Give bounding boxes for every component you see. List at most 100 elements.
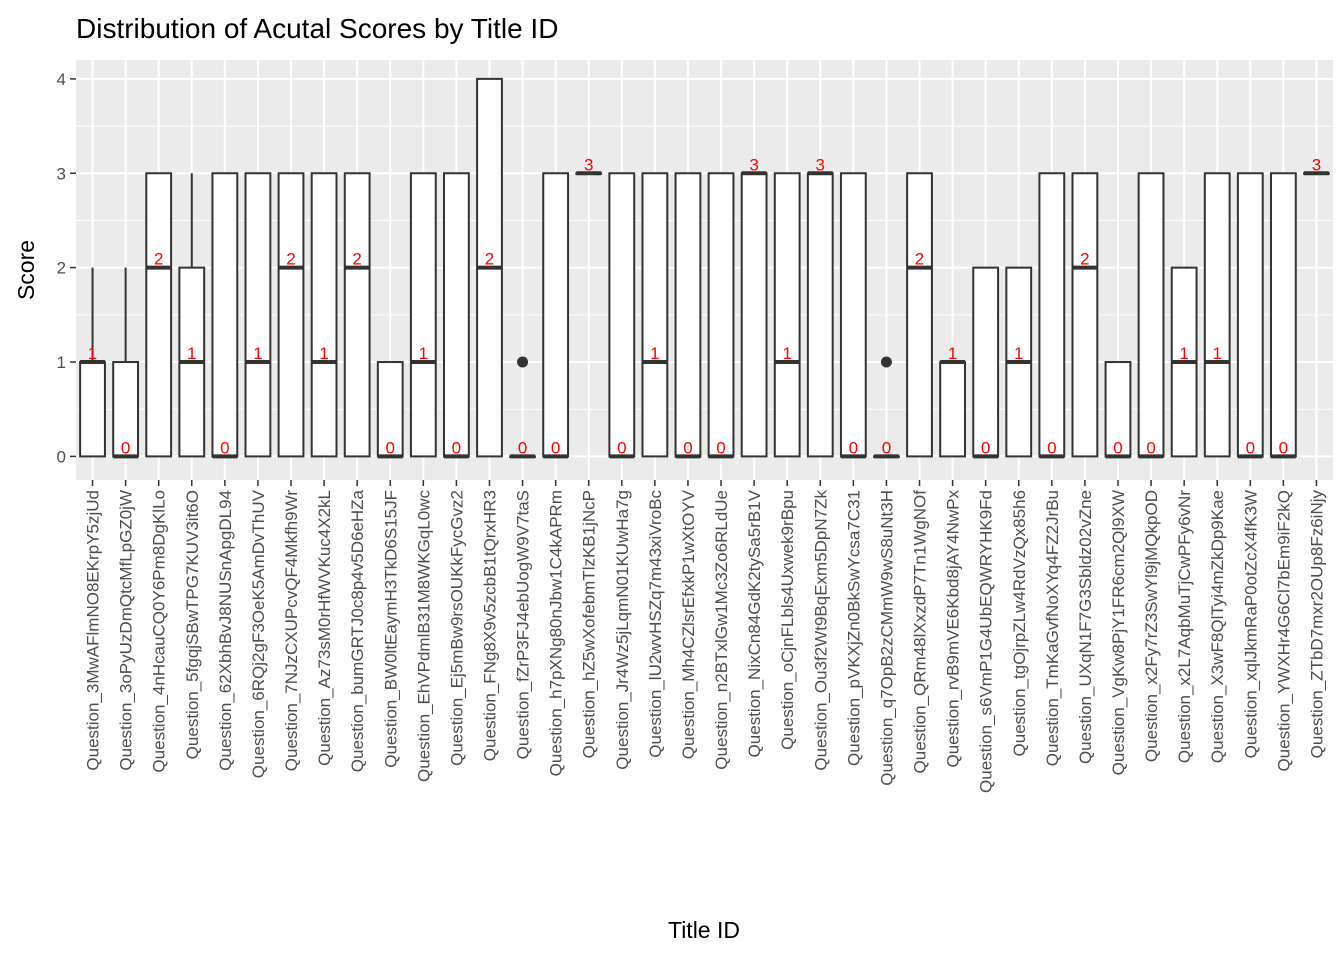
median-label: 0 — [518, 438, 527, 457]
x-tick-label: Question_oCjnFLbls4Uxwek9rBpu — [778, 490, 797, 750]
box-8: 1 — [310, 172, 338, 458]
x-tick-label: Question_EhVPdmlB31M8WKGqL0wc — [414, 490, 433, 782]
median-label: 1 — [1212, 344, 1221, 363]
box-rect — [1038, 172, 1066, 458]
median-label: 1 — [187, 344, 196, 363]
box-35: 1 — [1203, 172, 1231, 458]
box-rect — [1137, 172, 1165, 458]
box-4: 1 — [178, 173, 206, 458]
y-tick-label: 1 — [57, 353, 66, 372]
box-30: 0 — [1038, 172, 1066, 459]
median-label: 2 — [1080, 250, 1089, 269]
x-tick-label: Question_q7OpB2zCMmW9wS8uNt3H — [877, 490, 896, 786]
median-label: 2 — [352, 250, 361, 269]
x-tick-label: Question_fZrP3FJ4ebUogW9V7taS — [514, 490, 533, 759]
box-11: 1 — [409, 172, 437, 458]
x-tick-label: Question_xqlJkmRaP0otZcX4fK3W — [1241, 490, 1260, 758]
x-tick-label: Question_bumGRTJ0c8p4v5D6eHZa — [348, 489, 367, 772]
box-rect — [145, 172, 173, 458]
x-tick-label: Question_7NJzCXUPcvQF4Mkfh9Wr — [282, 490, 301, 772]
chart-title: Distribution of Acutal Scores by Title I… — [76, 13, 558, 44]
x-tick-label: Question_BW0ltEaymH3TkD6S15JF — [381, 490, 400, 768]
box-17: 0 — [608, 172, 636, 459]
median-label: 1 — [1179, 344, 1188, 363]
box-29: 1 — [1005, 266, 1033, 458]
box-22: 1 — [773, 172, 801, 458]
box-36: 0 — [1236, 172, 1264, 459]
x-tick-label: Question_Ou3f2Wt9BqExm5DpN7Zk — [811, 490, 830, 771]
x-tick-label: Question_rvB9mVE6Kbd8jAY4NwPx — [944, 490, 963, 768]
x-tick-label: Question_pVKXjZn0BkSwYcsa7C31 — [844, 490, 863, 766]
outlier-point — [517, 356, 529, 368]
median-label: 0 — [386, 438, 395, 457]
x-tick-label: Question_YWXHr4G6Cl7bEm9iF2kQ — [1274, 490, 1293, 772]
median-label: 0 — [716, 438, 725, 457]
box-rect — [1269, 172, 1297, 458]
box-5: 0 — [211, 172, 239, 459]
x-tick-label: Question_Az73sM0rHfWVKuc4X2kL — [315, 490, 334, 766]
median-label: 0 — [1279, 438, 1288, 457]
box-rect — [839, 172, 867, 458]
box-26: 2 — [906, 172, 933, 458]
box-6: 1 — [244, 172, 272, 458]
median-label: 2 — [154, 250, 163, 269]
median-label: 1 — [1014, 344, 1023, 363]
median-label: 1 — [88, 344, 97, 363]
x-tick-label: Question_QRm48lXxzdP7Tn1WgNOf — [911, 490, 930, 774]
x-tick-label: Question_x2L7AqbMuTjCwPFy6vNr — [1175, 490, 1194, 763]
y-axis: 0 1 2 3 4 — [57, 70, 76, 466]
median-label: 3 — [816, 155, 825, 174]
median-label: 3 — [749, 155, 758, 174]
box-25: 0 — [873, 356, 900, 459]
box-rect — [343, 172, 371, 458]
box-rect — [641, 172, 669, 458]
box-32: 0 — [1104, 361, 1132, 459]
x-tick-label: Question_Ej5mBw9rsOUKkFycGvz2 — [447, 490, 466, 766]
x-tick-label: Question_s6VmP1G4UbEQWRYHK9Fd — [977, 490, 996, 793]
x-tick-label: Question_tgOjrpZLw4RdVzQx85h6 — [1010, 490, 1029, 756]
box-34: 1 — [1170, 266, 1198, 458]
x-tick-label: Question_X3wF8QlTyi4mZkDp9Kae — [1208, 490, 1227, 763]
x-tick-label: Question_ZTbD7mxr2OUp8Fz6iNjy — [1307, 490, 1326, 759]
median-label: 0 — [220, 438, 229, 457]
x-tick-label: Question_h7pXNg80nJbw1C4kAPRm — [547, 490, 566, 776]
median-label: 0 — [981, 438, 990, 457]
x-tick-label: Question_Mh4CZlsrEfxkP1wXtOYV — [679, 489, 698, 759]
median-label: 0 — [1047, 438, 1056, 457]
box-16: 3 — [575, 155, 603, 176]
median-label: 0 — [551, 438, 560, 457]
x-axis-title: Title ID — [668, 917, 740, 943]
x-tick-label: Question_FNg8X9v5zcbB1tQrxHR3 — [480, 490, 499, 761]
box-rect — [608, 172, 636, 458]
median-label: 1 — [948, 344, 957, 363]
x-tick-label: Question_n2BTxlGw1Mc3Zo6RLdUe — [712, 490, 731, 770]
box-rect — [79, 361, 106, 458]
x-tick-label: Question_5fgqjSBwTPG7KUV3it6O — [183, 490, 202, 759]
box-9: 2 — [343, 172, 371, 458]
median-label: 0 — [882, 438, 891, 457]
median-label: 2 — [915, 250, 924, 269]
box-18: 1 — [641, 172, 669, 458]
box-rect — [906, 172, 933, 458]
outlier-point — [880, 356, 892, 368]
box-13: 2 — [476, 77, 503, 458]
median-label: 0 — [617, 438, 626, 457]
box-33: 0 — [1137, 172, 1165, 459]
median-label: 0 — [121, 438, 130, 457]
x-tick-label: Question_4nHcauCQ0Y6Pm8DgKlLo — [150, 490, 169, 773]
box-rect — [1071, 172, 1099, 458]
x-tick-label: Question_VgKw8PjY1FR6cm2Ql9XW — [1109, 490, 1128, 775]
x-tick-label: Question_3oPyUzDmQtcMfLpGZ0jW — [117, 490, 136, 771]
box-rect — [707, 172, 735, 458]
median-label: 3 — [584, 155, 593, 174]
box-rect — [972, 266, 1000, 458]
box-rect — [310, 172, 338, 458]
box-rect — [277, 172, 305, 458]
box-14: 0 — [509, 356, 536, 459]
box-rect — [740, 172, 768, 458]
median-label: 0 — [1246, 438, 1255, 457]
median-label: 0 — [683, 438, 692, 457]
box-38: 3 — [1303, 155, 1330, 176]
box-7: 2 — [277, 172, 305, 458]
